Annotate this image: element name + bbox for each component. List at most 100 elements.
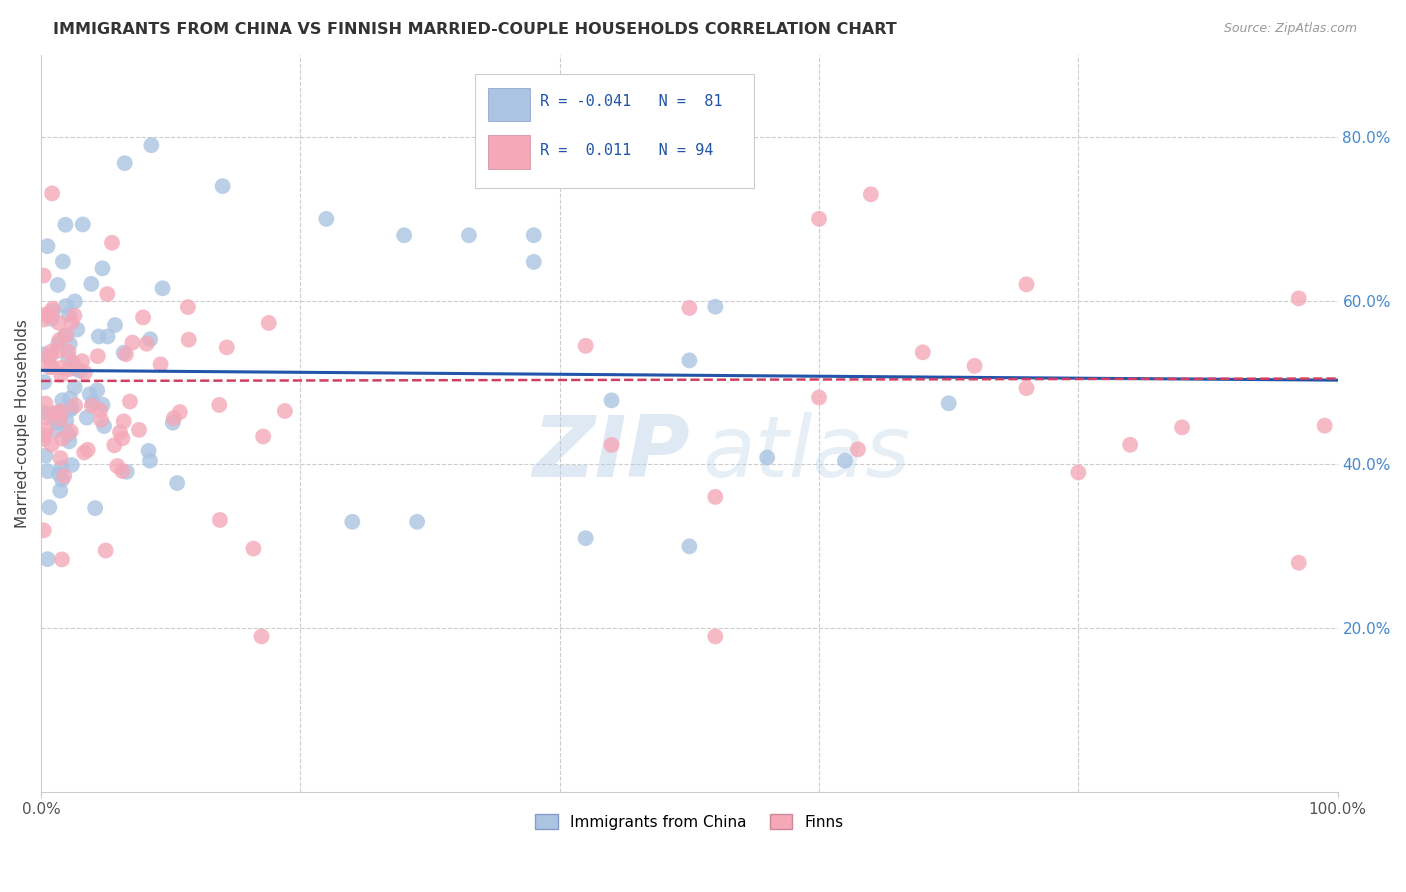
- Point: [139, 453, 162, 467]
- Point: [342, 515, 364, 529]
- Point: [63, 294, 86, 309]
- Point: [96, 329, 118, 343]
- Point: [53, 469, 76, 483]
- Point: [121, 335, 143, 350]
- Point: [51, 404, 73, 418]
- Point: [51, 473, 73, 487]
- Point: [46, 336, 69, 351]
- Point: [32, 268, 55, 283]
- Point: [49, 412, 72, 426]
- Point: [38, 309, 60, 323]
- Point: [1171, 420, 1194, 434]
- Point: [80, 277, 103, 291]
- Point: [49, 451, 72, 466]
- Point: [834, 453, 856, 467]
- Point: [51, 552, 73, 566]
- Text: atlas: atlas: [703, 411, 910, 494]
- Point: [756, 450, 779, 465]
- Point: [250, 629, 273, 643]
- Point: [111, 431, 134, 445]
- Point: [1015, 381, 1038, 395]
- Point: [79, 387, 101, 401]
- Point: [66, 322, 89, 336]
- Point: [59, 336, 82, 351]
- Point: [911, 345, 934, 359]
- Point: [55, 414, 77, 428]
- Point: [58, 362, 80, 376]
- Point: [938, 396, 960, 410]
- Point: [41, 186, 63, 201]
- Point: [600, 393, 623, 408]
- Point: [108, 425, 131, 440]
- Point: [32, 347, 55, 361]
- Point: [166, 476, 188, 491]
- Point: [41, 312, 63, 326]
- Point: [41, 438, 63, 452]
- Point: [1313, 418, 1336, 433]
- Point: [575, 130, 598, 145]
- Point: [177, 333, 200, 347]
- Point: [53, 328, 76, 343]
- Text: R = -0.041   N =  81: R = -0.041 N = 81: [540, 94, 723, 109]
- Point: [63, 309, 86, 323]
- Point: [169, 405, 191, 419]
- Point: [149, 357, 172, 371]
- Point: [60, 458, 83, 472]
- Point: [49, 483, 72, 498]
- Point: [406, 515, 429, 529]
- Point: [128, 423, 150, 437]
- Point: [45, 406, 67, 420]
- Point: [34, 396, 56, 410]
- Point: [49, 368, 72, 382]
- Point: [208, 513, 231, 527]
- Text: Source: ZipAtlas.com: Source: ZipAtlas.com: [1223, 22, 1357, 36]
- Point: [35, 423, 58, 437]
- Point: [58, 344, 80, 359]
- Point: [859, 187, 882, 202]
- Point: [51, 460, 73, 475]
- Point: [84, 501, 107, 516]
- Point: [39, 349, 62, 363]
- Point: [38, 500, 60, 515]
- Text: IMMIGRANTS FROM CHINA VS FINNISH MARRIED-COUPLE HOUSEHOLDS CORRELATION CHART: IMMIGRANTS FROM CHINA VS FINNISH MARRIED…: [53, 22, 897, 37]
- Point: [42, 304, 65, 318]
- Point: [138, 443, 160, 458]
- Point: [93, 419, 115, 434]
- Point: [59, 392, 82, 406]
- Point: [52, 254, 75, 268]
- Point: [37, 351, 59, 365]
- Point: [103, 438, 125, 452]
- Point: [51, 432, 73, 446]
- Point: [44, 406, 66, 420]
- Point: [392, 228, 415, 243]
- Point: [32, 428, 55, 442]
- Point: [87, 349, 110, 363]
- FancyBboxPatch shape: [488, 136, 530, 169]
- Point: [32, 312, 55, 326]
- Point: [215, 340, 238, 354]
- Point: [38, 359, 60, 374]
- Point: [41, 409, 63, 423]
- Point: [139, 332, 162, 346]
- Point: [58, 308, 80, 322]
- Point: [41, 359, 63, 374]
- Y-axis label: Married-couple Households: Married-couple Households: [15, 319, 30, 528]
- Point: [135, 336, 157, 351]
- Point: [575, 339, 598, 353]
- Point: [114, 156, 136, 170]
- Point: [86, 384, 108, 398]
- Text: R =  0.011   N = 94: R = 0.011 N = 94: [540, 144, 714, 159]
- Point: [58, 434, 80, 449]
- Point: [76, 410, 98, 425]
- Point: [678, 353, 700, 368]
- Point: [242, 541, 264, 556]
- Point: [600, 154, 623, 169]
- Point: [60, 401, 83, 415]
- Point: [274, 404, 297, 418]
- Point: [69, 364, 91, 378]
- FancyBboxPatch shape: [475, 73, 754, 188]
- Point: [162, 416, 184, 430]
- Point: [58, 351, 80, 365]
- Point: [76, 442, 98, 457]
- Point: [63, 399, 86, 413]
